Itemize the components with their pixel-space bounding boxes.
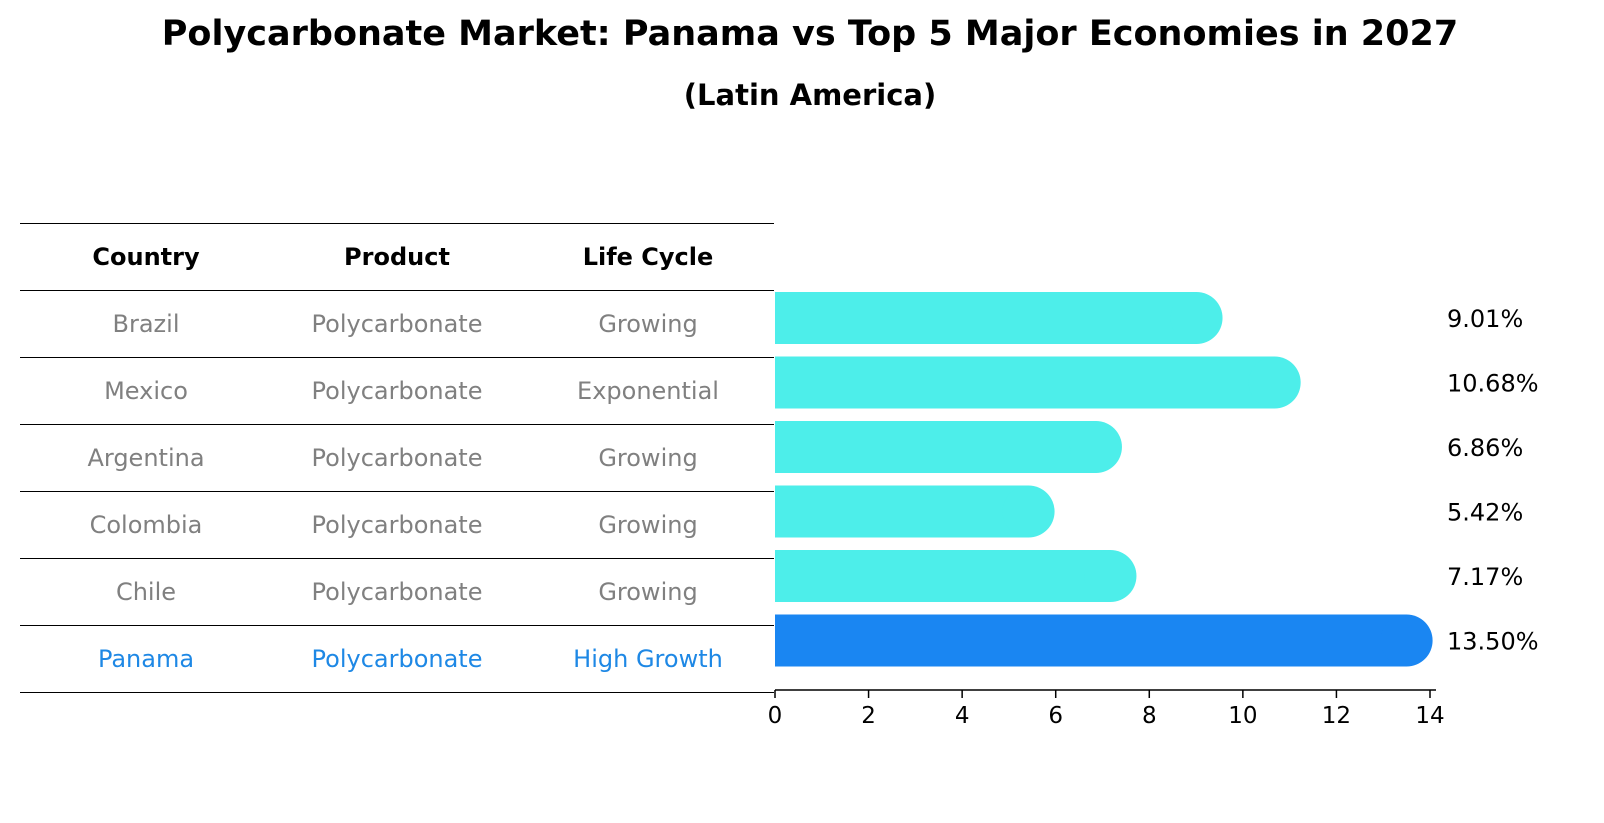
bar-cap bbox=[1248, 356, 1301, 409]
x-tick-label: 6 bbox=[1048, 703, 1063, 729]
x-tick-label: 8 bbox=[1142, 703, 1157, 729]
bar-body bbox=[775, 614, 1407, 667]
cell-country: Brazil bbox=[112, 310, 180, 338]
bar-body bbox=[775, 485, 1029, 538]
cell-product: Polycarbonate bbox=[311, 578, 483, 606]
cell-country: Mexico bbox=[104, 377, 188, 405]
data-label-mexico: 10.68% bbox=[1447, 370, 1539, 398]
bar-cap bbox=[1380, 614, 1433, 667]
bar-cap bbox=[1002, 485, 1055, 538]
chart-subtitle: (Latin America) bbox=[683, 78, 937, 112]
x-tick-label: 0 bbox=[768, 703, 783, 729]
bar-body bbox=[775, 292, 1197, 344]
table-row-highlight: Panama Polycarbonate High Growth bbox=[20, 626, 774, 693]
table-row: Argentina Polycarbonate Growing bbox=[20, 425, 774, 492]
bar-chile bbox=[775, 550, 1137, 602]
bar-mexico bbox=[775, 356, 1301, 409]
header-country: Country bbox=[92, 243, 200, 271]
bar-panama bbox=[775, 614, 1433, 667]
cell-life-cycle: High Growth bbox=[573, 645, 723, 673]
bar-cap bbox=[1170, 292, 1223, 344]
x-tick-label: 12 bbox=[1322, 703, 1351, 729]
table-row: Mexico Polycarbonate Exponential bbox=[20, 358, 774, 425]
cell-country: Colombia bbox=[89, 511, 203, 539]
x-tick-label: 14 bbox=[1415, 703, 1444, 729]
table-row: Colombia Polycarbonate Growing bbox=[20, 492, 774, 559]
header-life-cycle: Life Cycle bbox=[582, 243, 714, 271]
bar-cap bbox=[1069, 421, 1122, 473]
data-table: Country Product Life Cycle Brazil Polyca… bbox=[20, 223, 774, 693]
cell-product: Polycarbonate bbox=[311, 511, 483, 539]
bar-body bbox=[775, 356, 1275, 409]
cell-life-cycle: Growing bbox=[598, 444, 698, 472]
cell-product: Polycarbonate bbox=[311, 444, 483, 472]
bar-brazil bbox=[775, 292, 1223, 344]
x-tick-label: 10 bbox=[1228, 703, 1257, 729]
bar-argentina bbox=[775, 421, 1122, 473]
table-header-row: Country Product Life Cycle bbox=[20, 223, 774, 291]
bar-colombia bbox=[775, 485, 1055, 538]
cell-product: Polycarbonate bbox=[311, 310, 483, 338]
cell-country: Panama bbox=[97, 645, 195, 673]
cell-country: Chile bbox=[115, 578, 177, 606]
cell-product: Polycarbonate bbox=[311, 645, 483, 673]
cell-life-cycle: Growing bbox=[598, 511, 698, 539]
data-label-chile: 7.17% bbox=[1447, 563, 1523, 591]
x-tick-label: 2 bbox=[861, 703, 876, 729]
chart-title: Polycarbonate Market: Panama vs Top 5 Ma… bbox=[161, 14, 1459, 54]
table-row: Chile Polycarbonate Growing bbox=[20, 559, 774, 626]
cell-life-cycle: Exponential bbox=[577, 377, 719, 405]
bar-cap bbox=[1084, 550, 1137, 602]
x-tick-label: 4 bbox=[955, 703, 970, 729]
data-label-brazil: 9.01% bbox=[1447, 305, 1523, 333]
header-product: Product bbox=[344, 243, 450, 271]
cell-life-cycle: Growing bbox=[598, 310, 698, 338]
bar-body bbox=[775, 421, 1096, 473]
cell-life-cycle: Growing bbox=[598, 578, 698, 606]
data-label-colombia: 5.42% bbox=[1447, 499, 1523, 527]
data-label-panama: 13.50% bbox=[1447, 628, 1539, 656]
data-label-argentina: 6.86% bbox=[1447, 434, 1523, 462]
cell-product: Polycarbonate bbox=[311, 377, 483, 405]
table-row: Brazil Polycarbonate Growing bbox=[20, 291, 774, 358]
bar-body bbox=[775, 550, 1111, 602]
cell-country: Argentina bbox=[87, 444, 205, 472]
